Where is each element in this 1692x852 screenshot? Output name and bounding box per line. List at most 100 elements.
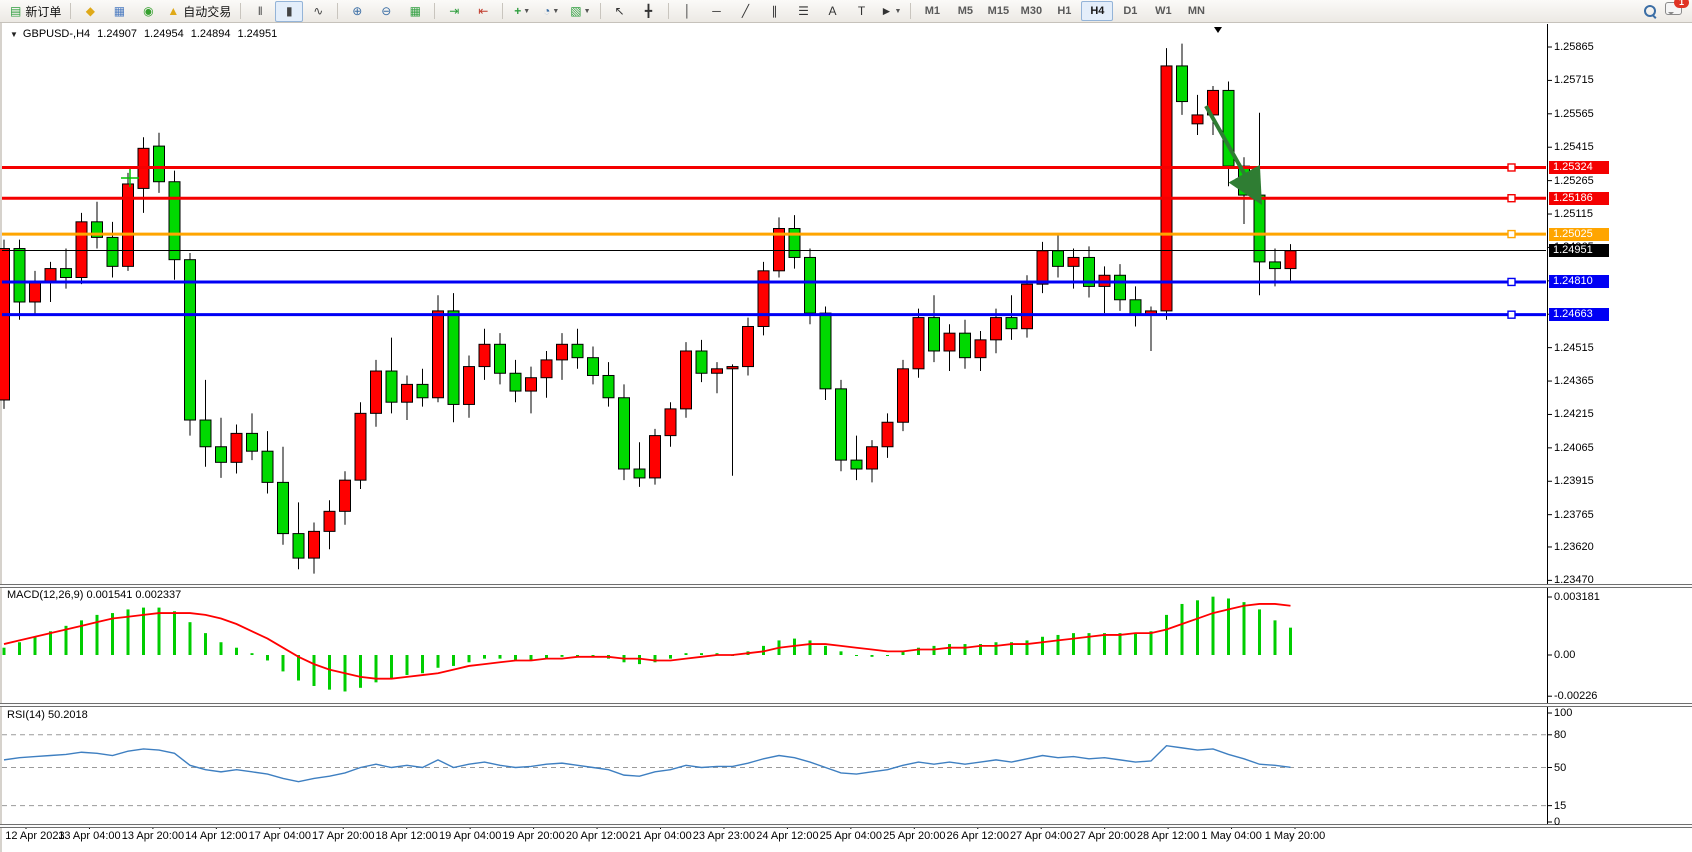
price-axis-tick: 1.25415 bbox=[1554, 141, 1594, 154]
text-button[interactable]: A bbox=[819, 1, 847, 22]
zoom-in-button[interactable]: ⊕ bbox=[343, 1, 371, 22]
horizontal-line-icon: ─ bbox=[712, 4, 721, 18]
line-chart-button[interactable]: ∿ bbox=[304, 1, 332, 22]
rsi-axis-tick: 15 bbox=[1554, 799, 1567, 812]
timeframe-w1-button[interactable]: W1 bbox=[1155, 5, 1172, 17]
tile-windows-icon: ▦ bbox=[409, 4, 421, 18]
search-icon[interactable] bbox=[1644, 4, 1657, 18]
fibonacci-button[interactable]: ☰ bbox=[790, 1, 818, 22]
price-axis-tick: 1.24365 bbox=[1554, 375, 1594, 388]
price-level-badge: 1.25324 bbox=[1549, 160, 1609, 174]
price-axis-tick: 1.25265 bbox=[1554, 174, 1594, 187]
new-order-button[interactable]: ▤ 新订单 bbox=[6, 1, 65, 22]
price-level-badge: 1.24663 bbox=[1549, 308, 1609, 322]
zoom-out-icon: ⊖ bbox=[381, 4, 392, 18]
timeframe-h4-button[interactable]: H4 bbox=[1081, 1, 1114, 21]
toolbar-separator bbox=[502, 3, 504, 19]
autotrade-button-label: 自动交易 bbox=[183, 4, 232, 19]
autotrade-button[interactable]: ▲ 自动交易 bbox=[163, 1, 235, 22]
rsi-line bbox=[3, 744, 1291, 783]
navigator-button[interactable]: ▦ bbox=[105, 1, 133, 22]
time-axis-label: 26 Apr 12:00 bbox=[946, 830, 1009, 842]
timeframe-m30-button[interactable]: M30 bbox=[1020, 5, 1043, 17]
time-axis-label: 17 Apr 04:00 bbox=[248, 830, 311, 842]
templates-icon: ▧ bbox=[570, 4, 582, 18]
macd-rsi-separator[interactable] bbox=[0, 703, 1692, 707]
crosshair-button[interactable]: ╋ bbox=[635, 1, 663, 22]
trendline-icon: ╱ bbox=[741, 4, 750, 18]
ohlc-high: 1.24954 bbox=[143, 28, 184, 40]
hline-handle[interactable] bbox=[1507, 194, 1516, 203]
zoom-in-icon: ⊕ bbox=[352, 4, 363, 18]
marketwatch-button[interactable]: ◆ bbox=[76, 1, 104, 22]
text-icon: A bbox=[828, 4, 837, 18]
notification-badge: 1 bbox=[1674, 0, 1689, 8]
navigator-icon: ▦ bbox=[113, 4, 126, 18]
timeframe-m1-button[interactable]: M1 bbox=[924, 5, 941, 17]
timeframe-h1-button[interactable]: H1 bbox=[1057, 5, 1072, 17]
chevron-down-icon[interactable]: ▼ bbox=[523, 7, 531, 15]
periods-button[interactable]: ◔ ▼ bbox=[537, 1, 565, 22]
hline-handle[interactable] bbox=[1507, 163, 1516, 172]
chart-symbol-period: GBPUSD-,H4 bbox=[22, 28, 91, 40]
macd-axis-tick: 0.003181 bbox=[1554, 591, 1600, 603]
price-axis-tick: 1.24215 bbox=[1554, 408, 1594, 421]
signals-icon: ◉ bbox=[143, 4, 154, 18]
macd-axis-tick: 0.00 bbox=[1554, 649, 1576, 661]
indicators-icon: + bbox=[514, 4, 522, 18]
vertical-line-button[interactable]: │ bbox=[674, 1, 702, 22]
hline-handle[interactable] bbox=[1507, 229, 1516, 239]
time-axis-label: 20 Apr 12:00 bbox=[565, 830, 629, 842]
fibonacci-icon: ☰ bbox=[798, 4, 809, 18]
price-axis-tick: 1.25865 bbox=[1554, 41, 1594, 53]
time-axis-label: 13 Apr 20:00 bbox=[121, 830, 185, 842]
chevron-down-icon[interactable]: ▼ bbox=[583, 7, 591, 15]
chart-collapse-icon[interactable]: ▼ bbox=[10, 30, 18, 39]
horizontal-line-button[interactable]: ─ bbox=[703, 1, 731, 22]
time-axis-label: 17 Apr 20:00 bbox=[312, 830, 375, 842]
signals-button[interactable]: ◉ bbox=[134, 1, 162, 22]
equidistant-channel-icon: ∥ bbox=[771, 4, 778, 18]
toolbar-separator bbox=[599, 3, 601, 19]
price-axis-tick: 1.25115 bbox=[1554, 208, 1593, 221]
rsi-timeaxis-separator bbox=[0, 824, 1692, 828]
price-axis-tick: 1.25565 bbox=[1554, 107, 1594, 120]
cursor-button[interactable]: ↖ bbox=[606, 1, 634, 22]
timeframe-m15-button[interactable]: M15 bbox=[987, 5, 1010, 17]
price-axis-tick: 1.23915 bbox=[1554, 475, 1594, 488]
candlestick-chart-button[interactable]: ▮ bbox=[275, 0, 304, 22]
timeframe-mn-button[interactable]: MN bbox=[1187, 5, 1205, 17]
chart-shift-button[interactable]: ⇤ bbox=[469, 1, 497, 22]
horizontal-lines[interactable] bbox=[2, 163, 1546, 319]
equidistant-channel-button[interactable]: ∥ bbox=[761, 1, 789, 22]
tile-windows-button[interactable]: ▦ bbox=[401, 1, 429, 22]
auto-scroll-button[interactable]: ⇥ bbox=[440, 1, 468, 22]
rsi-axis-tick: 50 bbox=[1554, 761, 1567, 774]
zoom-out-button[interactable]: ⊖ bbox=[372, 1, 400, 22]
time-axis-label: 14 Apr 12:00 bbox=[185, 830, 248, 842]
trend-arrow-annotation[interactable] bbox=[1204, 105, 1262, 205]
hline-handle[interactable] bbox=[1507, 277, 1516, 287]
main-toolbar: ▤ 新订单 ◆ ▦ ◉ ▲ 自动交易 ‖ ▮ ∿ ⊕ ⊖ ▦ ⇥ ⇤ + ▼ ◔ ▼ ▧ ▼ ↖ ╋ │ ─ ╱ ∥ ☰ A T ► ▼ M1 M… bbox=[0, 0, 1692, 23]
toolbar-separator bbox=[434, 3, 436, 19]
price-axis-tick: 1.23765 bbox=[1554, 508, 1594, 521]
time-axis-label: 21 Apr 04:00 bbox=[629, 830, 692, 842]
text-label-button[interactable]: T bbox=[848, 1, 876, 22]
price-level-badge: 1.25186 bbox=[1549, 191, 1609, 205]
hline-handle[interactable] bbox=[1507, 310, 1516, 319]
time-axis-label: 19 Apr 04:00 bbox=[438, 830, 502, 842]
trendline-button[interactable]: ╱ bbox=[732, 1, 760, 22]
arrows-button[interactable]: ► ▼ bbox=[877, 1, 906, 22]
chevron-down-icon[interactable]: ▼ bbox=[894, 7, 902, 15]
indicators-button[interactable]: + ▼ bbox=[508, 1, 536, 22]
chart-title: ▼ GBPUSD-,H4 1.24907 1.24954 1.24894 1.24951 bbox=[10, 28, 277, 40]
timeframe-d1-button[interactable]: D1 bbox=[1123, 5, 1138, 17]
main-macd-separator[interactable] bbox=[0, 584, 1692, 588]
chat-button[interactable]: 1 bbox=[1665, 0, 1689, 20]
price-axis-tick: 1.23620 bbox=[1554, 540, 1594, 553]
chart-shift-marker[interactable] bbox=[1214, 27, 1222, 33]
bar-chart-button[interactable]: ‖ bbox=[246, 1, 274, 22]
chevron-down-icon[interactable]: ▼ bbox=[552, 7, 560, 15]
timeframe-m5-button[interactable]: M5 bbox=[957, 5, 974, 17]
templates-button[interactable]: ▧ ▼ bbox=[566, 1, 594, 22]
